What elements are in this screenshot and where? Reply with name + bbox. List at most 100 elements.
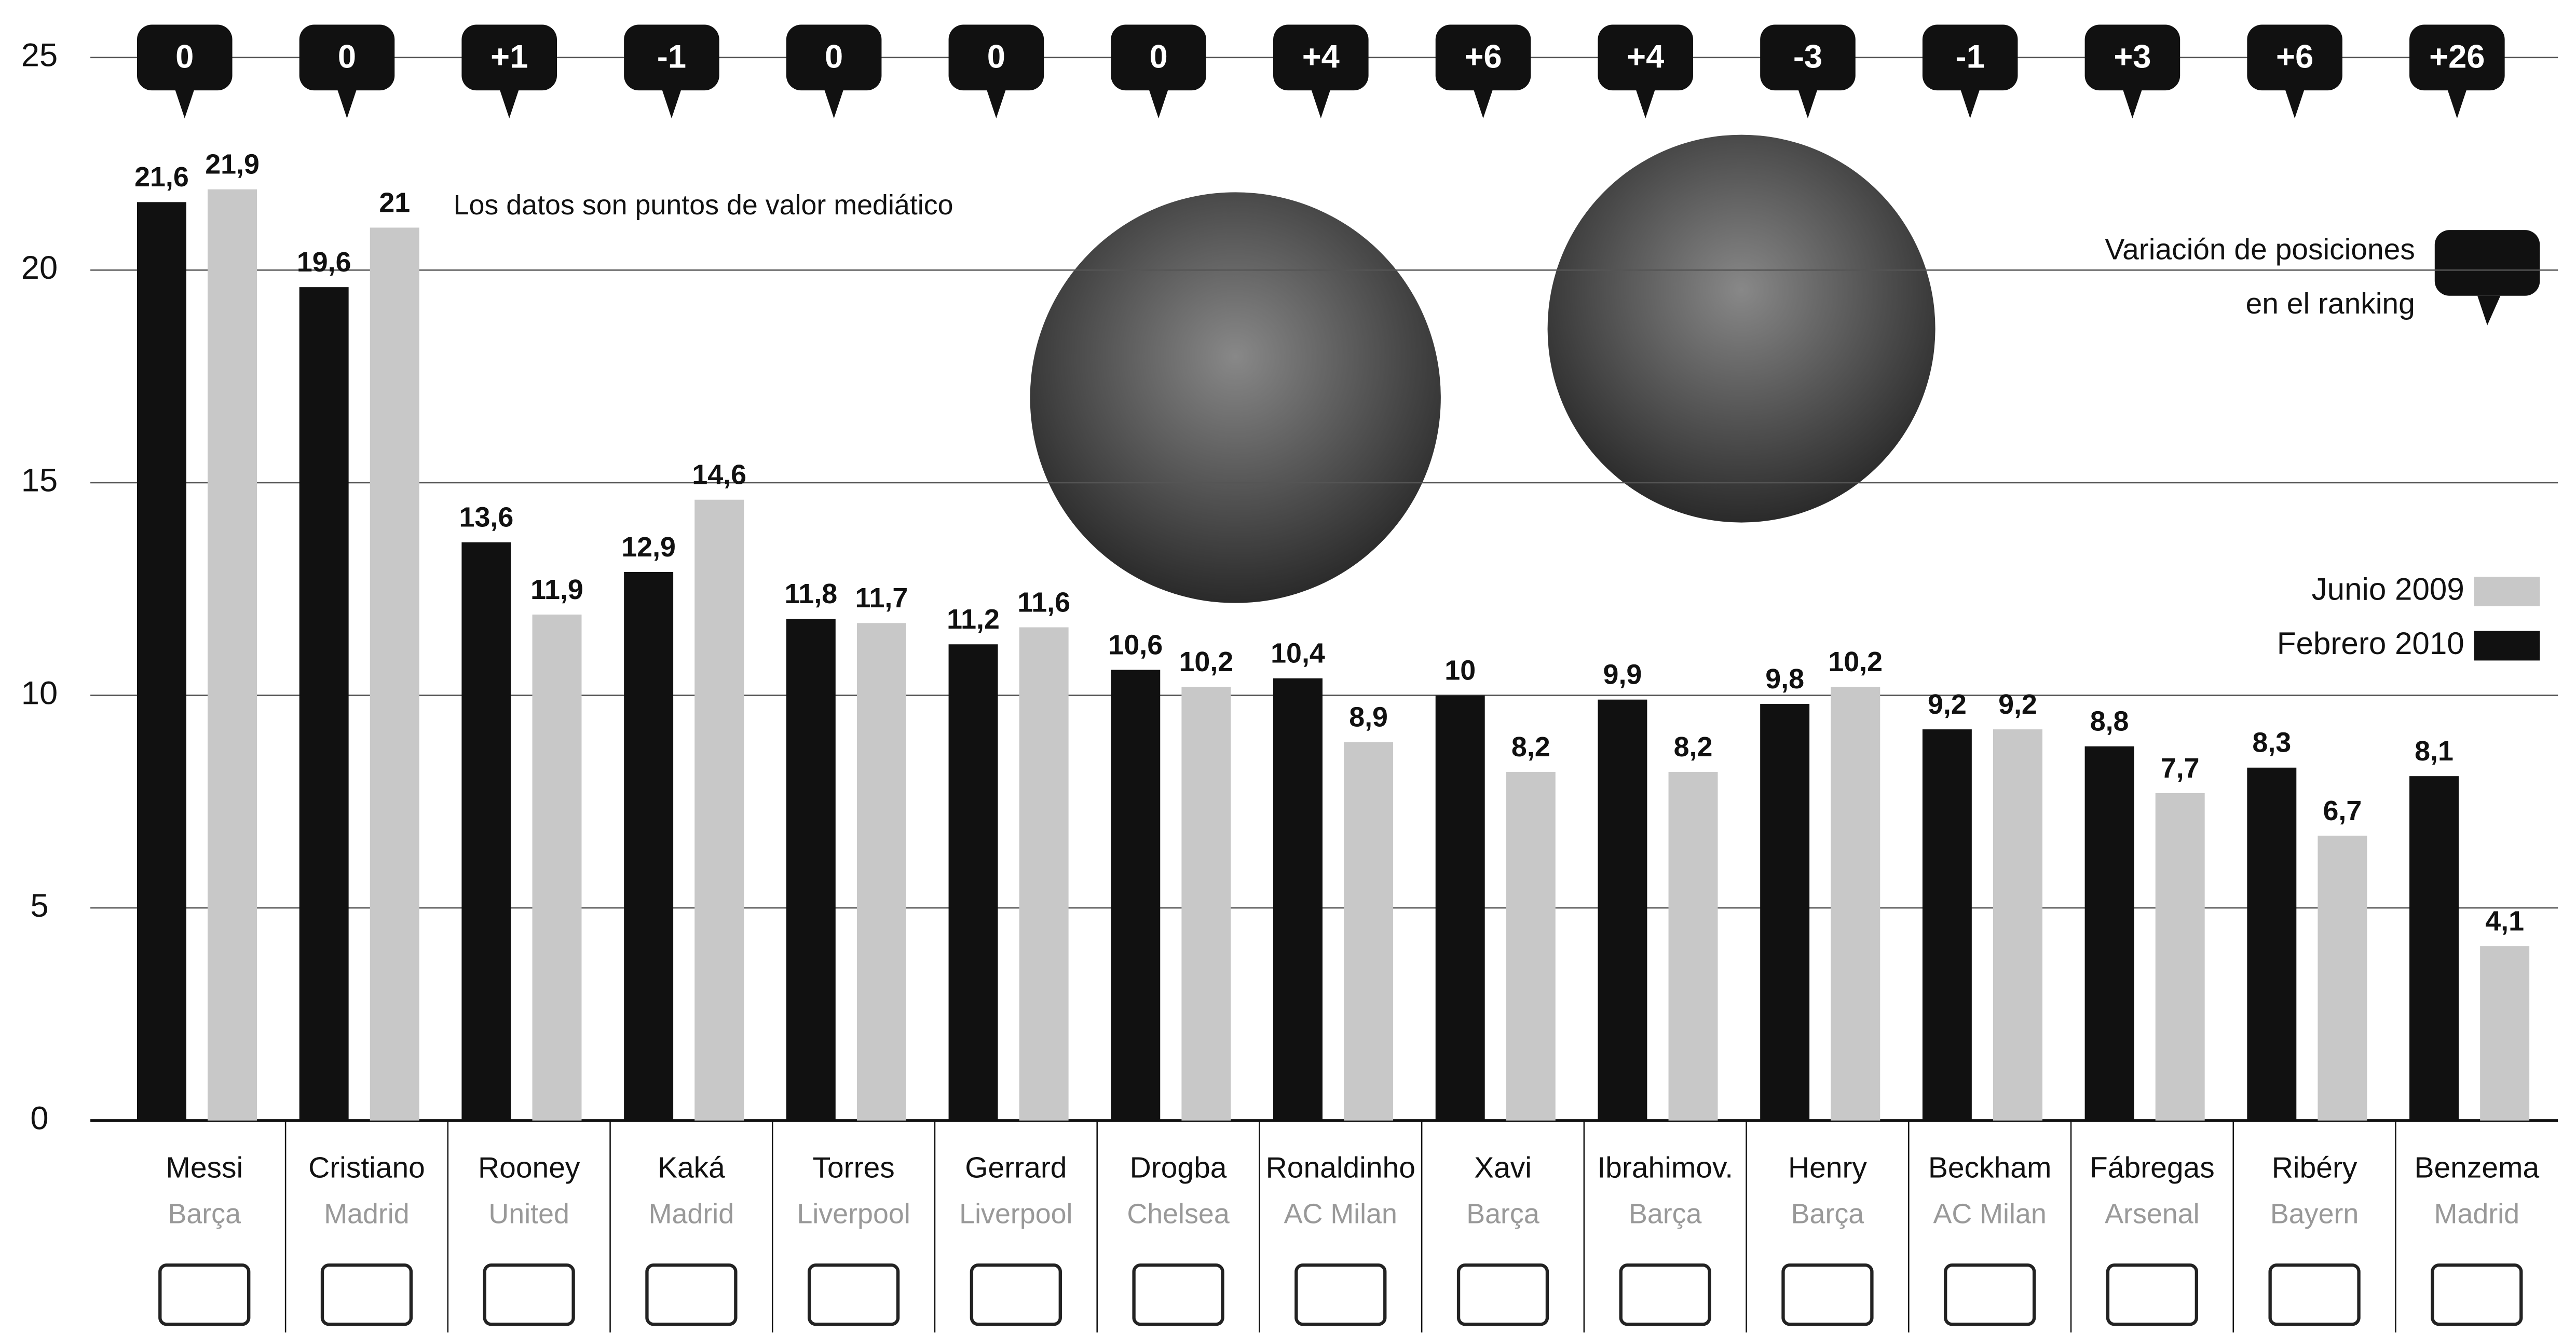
value-label: 21 xyxy=(379,187,410,218)
club-logo xyxy=(809,1265,898,1324)
value-label: 6,7 xyxy=(2323,795,2362,826)
club-label: Madrid xyxy=(649,1198,734,1229)
legend-label: Junio 2009 xyxy=(2312,572,2464,606)
bar xyxy=(1506,772,1556,1121)
club-logo xyxy=(2108,1265,2197,1324)
value-label: 8,2 xyxy=(1674,731,1713,763)
variation-value: 0 xyxy=(338,39,356,75)
bar xyxy=(2480,946,2529,1121)
club-label: Barça xyxy=(1791,1198,1864,1229)
variation-value: +26 xyxy=(2429,39,2485,75)
club-logo xyxy=(1134,1265,1223,1324)
club-label: Arsenal xyxy=(2105,1198,2199,1229)
variation-value: +6 xyxy=(1464,39,1502,75)
value-label: 12,9 xyxy=(621,532,676,563)
variation-bubble-tail xyxy=(337,89,357,118)
value-label: 13,6 xyxy=(459,502,514,533)
variation-value: +4 xyxy=(1627,39,1664,75)
club-logo xyxy=(1945,1265,2034,1324)
bar xyxy=(299,287,349,1121)
variation-bubble-key xyxy=(2435,230,2540,325)
x-tick-label: Kaká xyxy=(658,1151,725,1185)
value-label: 9,2 xyxy=(1928,689,1967,720)
bar xyxy=(786,619,836,1121)
bar xyxy=(137,202,186,1120)
y-tick-label: 0 xyxy=(30,1100,48,1136)
bar xyxy=(857,623,906,1120)
variation-value: +1 xyxy=(490,39,528,75)
value-label: 8,3 xyxy=(2252,727,2291,758)
variation-value: -1 xyxy=(1956,39,1985,75)
y-tick-label: 15 xyxy=(21,463,58,499)
variation-bubble-tail xyxy=(1474,89,1493,118)
value-label: 11,6 xyxy=(1017,587,1070,618)
bar xyxy=(1181,687,1231,1121)
variation-bubble-tail xyxy=(824,89,844,118)
bar xyxy=(1344,742,1393,1121)
variation-bubble-tail xyxy=(1635,89,1655,118)
bar xyxy=(2318,836,2367,1121)
club-label: Bayern xyxy=(2270,1198,2359,1229)
bar xyxy=(1669,772,1718,1121)
club-logo xyxy=(485,1265,574,1324)
value-label: 11,7 xyxy=(855,582,908,614)
bar xyxy=(1760,704,1809,1121)
value-label: 10,4 xyxy=(1271,638,1325,669)
club-logo xyxy=(1783,1265,1872,1324)
x-tick-label: Torres xyxy=(812,1151,894,1185)
bar xyxy=(694,500,744,1121)
variation-bubble-tail xyxy=(2285,89,2305,118)
value-label: 8,9 xyxy=(1349,702,1388,733)
variation-bubble-tail xyxy=(662,89,682,118)
bar xyxy=(533,615,582,1121)
value-label: 10 xyxy=(1444,655,1476,686)
club-logo xyxy=(160,1265,249,1324)
bar xyxy=(1993,729,2042,1121)
value-label: 9,8 xyxy=(1765,663,1804,695)
x-tick-label: Ibrahimov. xyxy=(1597,1151,1733,1185)
variation-bubble-tail xyxy=(2447,89,2467,118)
club-label: AC Milan xyxy=(1933,1198,2047,1229)
variation-bubble-tail xyxy=(1311,89,1331,118)
club-logo xyxy=(2432,1265,2521,1324)
club-label: Barça xyxy=(1629,1198,1702,1229)
club-label: Chelsea xyxy=(1127,1198,1229,1229)
x-tick-label: Gerrard xyxy=(965,1151,1067,1185)
chart: Los datos son puntos de valor mediático … xyxy=(0,0,2576,1333)
value-label: 9,2 xyxy=(1998,689,2037,720)
value-label: 10,6 xyxy=(1108,629,1163,660)
bar xyxy=(370,227,419,1120)
club-label: AC Milan xyxy=(1284,1198,1397,1229)
y-tick-label: 25 xyxy=(21,37,58,74)
variation-value: 0 xyxy=(175,39,194,75)
club-label: Madrid xyxy=(324,1198,409,1229)
bar xyxy=(208,189,257,1121)
bar xyxy=(949,644,998,1120)
legend-swatch xyxy=(2474,577,2540,606)
variation-value: 0 xyxy=(1149,39,1167,75)
club-logo xyxy=(647,1265,735,1324)
club-label: Liverpool xyxy=(797,1198,910,1229)
club-logo xyxy=(2270,1265,2359,1324)
variation-bubble-tail xyxy=(2122,89,2142,118)
x-tick-label: Drogba xyxy=(1130,1151,1227,1185)
bar xyxy=(1111,670,1160,1120)
club-label: United xyxy=(488,1198,569,1229)
variation-value: 0 xyxy=(987,39,1005,75)
club-logo xyxy=(972,1265,1060,1324)
value-label: 10,2 xyxy=(1828,646,1883,677)
variation-bubble-tail xyxy=(1149,89,1168,118)
page: {"chart_data": { "type": "bar", "note": … xyxy=(0,0,2576,1333)
variation-label: en el ranking xyxy=(2246,287,2415,320)
value-label: 8,8 xyxy=(2090,706,2129,737)
variation-label: Variación de posiciones xyxy=(2105,233,2415,266)
bar xyxy=(1923,729,1972,1121)
value-label: 19,6 xyxy=(297,247,351,278)
value-label: 10,2 xyxy=(1179,646,1234,677)
x-tick-label: Ronaldinho xyxy=(1266,1151,1415,1185)
variation-value: +6 xyxy=(2276,39,2313,75)
x-tick-label: Rooney xyxy=(478,1151,580,1185)
bar xyxy=(2409,776,2459,1121)
x-tick-label: Cristiano xyxy=(308,1151,425,1185)
bar xyxy=(1598,700,1647,1121)
